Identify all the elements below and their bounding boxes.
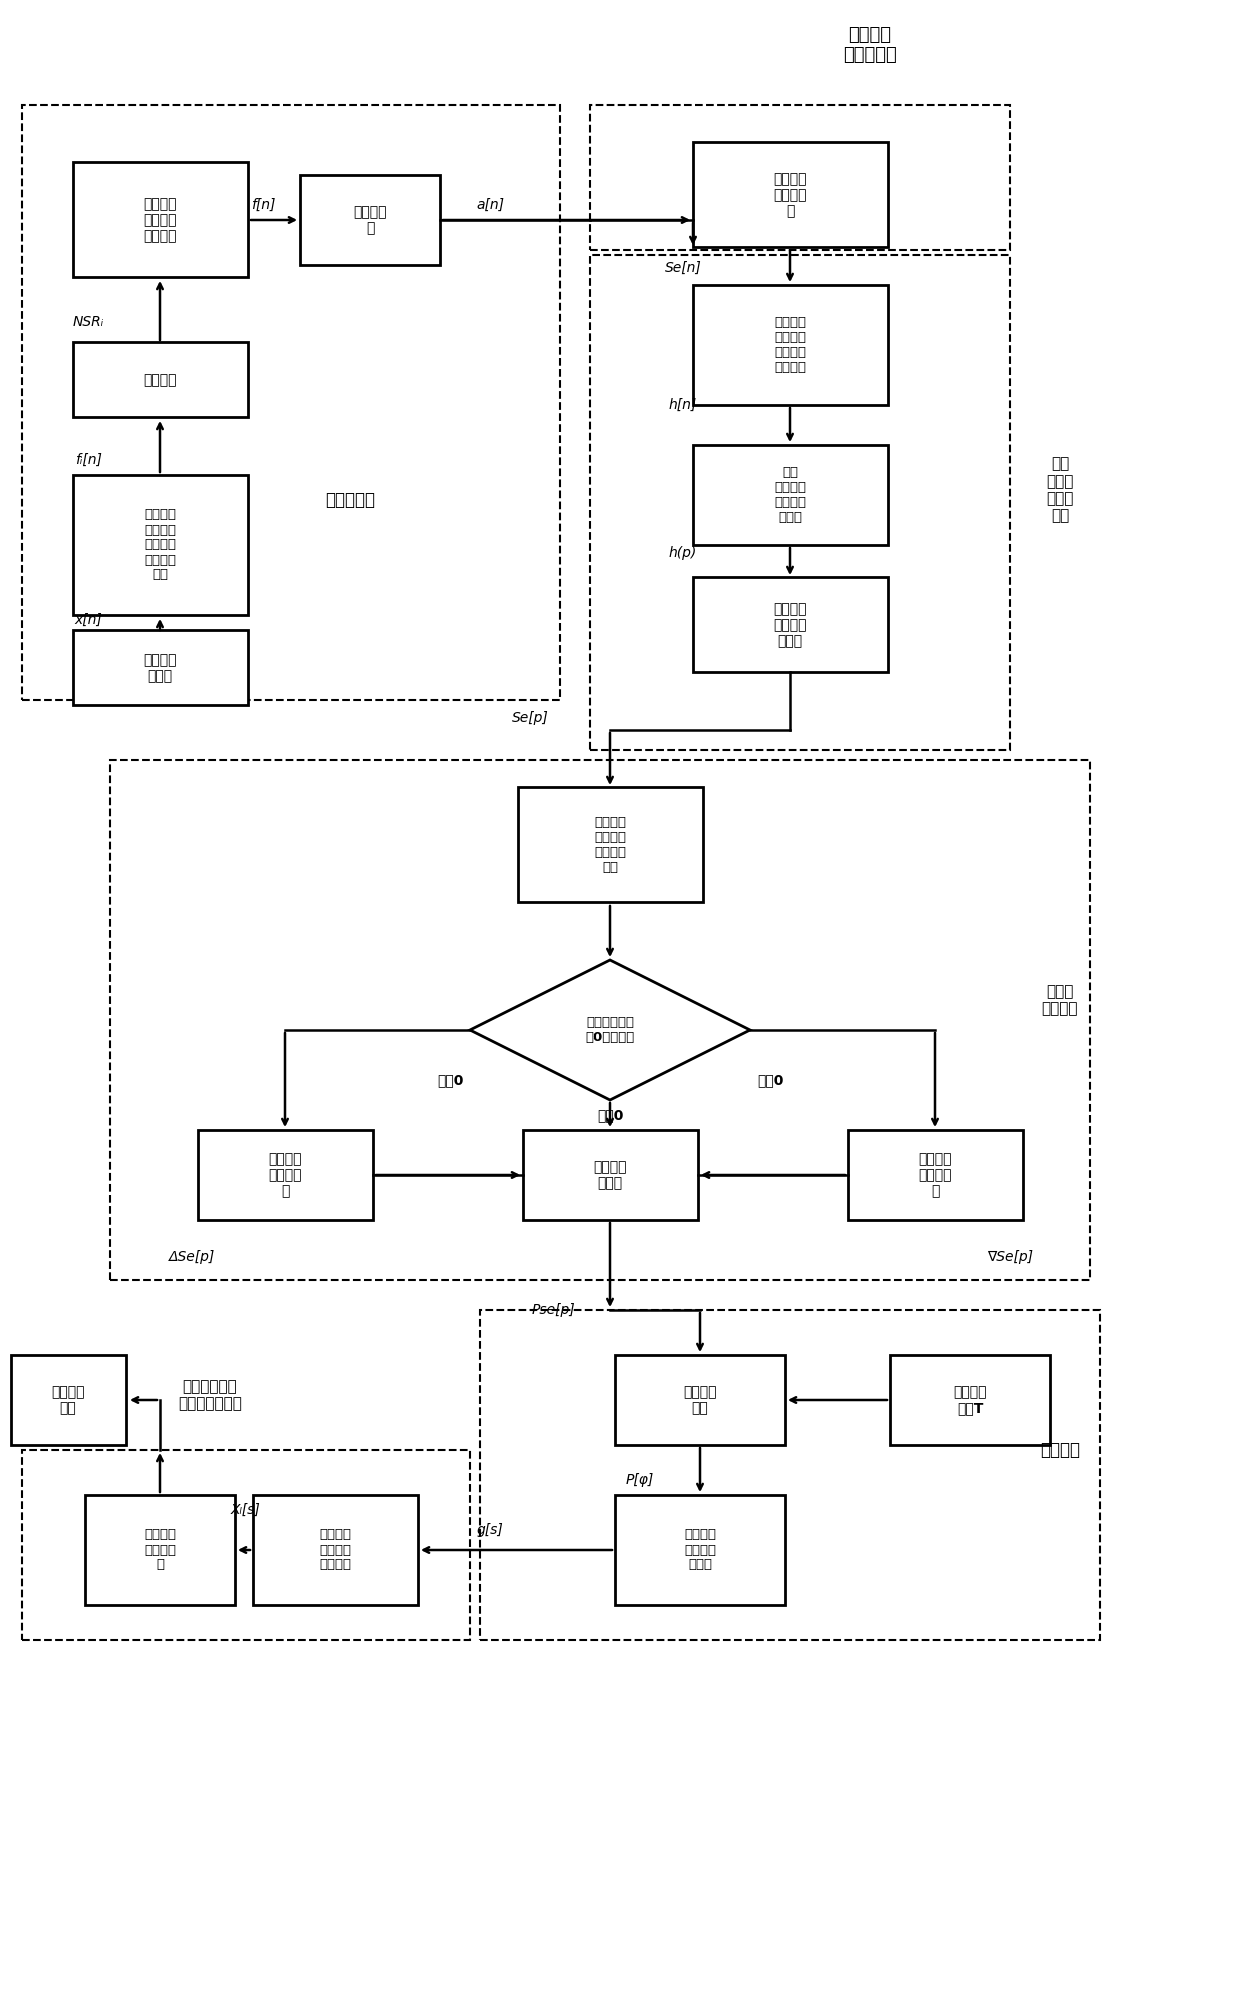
Text: Se[p]: Se[p] <box>512 712 548 726</box>
Text: 多种小波
基函数分
别进行小
波变换滤
噪声: 多种小波 基函数分 别进行小 波变换滤 噪声 <box>144 508 176 582</box>
Bar <box>86 1496 236 1605</box>
Text: 求取判别
时段T: 求取判别 时段T <box>954 1386 987 1416</box>
Text: 使用高斯
函数一阶
导数进行
小波变换: 使用高斯 函数一阶 导数进行 小波变换 <box>774 315 806 375</box>
Text: 小于0: 小于0 <box>436 1073 464 1087</box>
Text: 小波包分解与
高阶统计量计算: 小波包分解与 高阶统计量计算 <box>179 1378 242 1412</box>
Bar <box>253 1496 418 1605</box>
Text: h(p): h(p) <box>668 546 697 560</box>
Text: 对单个周
期进行小
波包分解: 对单个周 期进行小 波包分解 <box>319 1529 351 1571</box>
Bar <box>692 142 888 247</box>
Text: 数果评价: 数果评价 <box>144 373 177 387</box>
Bar <box>517 788 703 903</box>
Bar <box>890 1356 1050 1446</box>
Bar <box>72 630 248 706</box>
Polygon shape <box>470 959 750 1101</box>
Text: fᵢ[n]: fᵢ[n] <box>74 453 102 467</box>
Bar <box>615 1496 785 1605</box>
Bar <box>300 175 440 265</box>
Text: 求取
小波变换
后信号的
过零点: 求取 小波变换 后信号的 过零点 <box>774 467 806 524</box>
Bar <box>692 285 888 405</box>
Text: ∇Se[p]: ∇Se[p] <box>987 1250 1033 1264</box>
Bar <box>522 1131 697 1220</box>
Bar <box>615 1356 785 1446</box>
Text: 峰值点位
置确定: 峰值点位 置确定 <box>593 1161 626 1190</box>
Text: 进行高阶
统计量计
算: 进行高阶 统计量计 算 <box>144 1529 176 1571</box>
Text: x[n]: x[n] <box>74 612 102 626</box>
Bar <box>110 760 1090 1280</box>
Text: P[φ]: P[φ] <box>626 1474 655 1488</box>
Text: 基于主波
位置划分
搏周期: 基于主波 位置划分 搏周期 <box>684 1529 715 1571</box>
Text: 能量
包络线
峰值点
提取: 能量 包络线 峰值点 提取 <box>1047 457 1074 524</box>
Text: 脉搏波特
征量: 脉搏波特 征量 <box>51 1386 84 1416</box>
Bar <box>480 1310 1100 1639</box>
Bar <box>72 162 248 277</box>
Text: 小波重构
进行峰值
点提取: 小波重构 进行峰值 点提取 <box>774 602 807 648</box>
Bar <box>72 343 248 417</box>
Text: 前向差分
寻找峰值
点: 前向差分 寻找峰值 点 <box>268 1153 301 1198</box>
Text: 香农能量
包络线提取: 香农能量 包络线提取 <box>843 26 897 64</box>
Text: 脉搏波原
始信号: 脉搏波原 始信号 <box>144 652 177 684</box>
Text: 差分递算结果
与0进行比较: 差分递算结果 与0进行比较 <box>585 1017 635 1045</box>
Text: Se[n]: Se[n] <box>665 261 702 275</box>
Text: a[n]: a[n] <box>476 197 503 211</box>
Text: Pse[p]: Pse[p] <box>531 1302 575 1316</box>
Text: 对提取到
的峰值点
进行差分
递算: 对提取到 的峰值点 进行差分 递算 <box>594 816 626 873</box>
Bar <box>692 445 888 544</box>
Text: 加权处理
得到的脉
搏波信号: 加权处理 得到的脉 搏波信号 <box>144 197 177 243</box>
Bar <box>590 255 1011 750</box>
Text: f[n]: f[n] <box>250 197 275 211</box>
Text: 等于0: 等于0 <box>596 1109 624 1123</box>
Text: 香农能量
包络统计
算: 香农能量 包络统计 算 <box>774 171 807 217</box>
Text: NSRᵢ: NSRᵢ <box>72 315 104 329</box>
Bar <box>10 1356 125 1446</box>
Text: 主波位置
提取: 主波位置 提取 <box>683 1386 717 1416</box>
Text: 周期划分: 周期划分 <box>1040 1442 1080 1460</box>
Text: 峰值点
位置检测: 峰值点 位置检测 <box>1042 983 1079 1017</box>
Text: 大于0: 大于0 <box>756 1073 784 1087</box>
Bar <box>197 1131 372 1220</box>
Text: 数据预处理: 数据预处理 <box>325 491 374 508</box>
Text: g[s]: g[s] <box>476 1523 503 1537</box>
Bar <box>22 1450 470 1639</box>
Bar <box>72 475 248 614</box>
Text: Xₗ[s]: Xₗ[s] <box>231 1503 260 1517</box>
Text: 后向差分
寻找峰值
点: 后向差分 寻找峰值 点 <box>919 1153 952 1198</box>
Bar <box>22 106 560 700</box>
Text: h[n]: h[n] <box>668 399 697 413</box>
Text: ΔSe[p]: ΔSe[p] <box>169 1250 215 1264</box>
Text: 幅值归一
化: 幅值归一 化 <box>353 205 387 235</box>
Bar <box>847 1131 1023 1220</box>
Bar <box>590 106 1011 249</box>
Bar <box>692 578 888 672</box>
